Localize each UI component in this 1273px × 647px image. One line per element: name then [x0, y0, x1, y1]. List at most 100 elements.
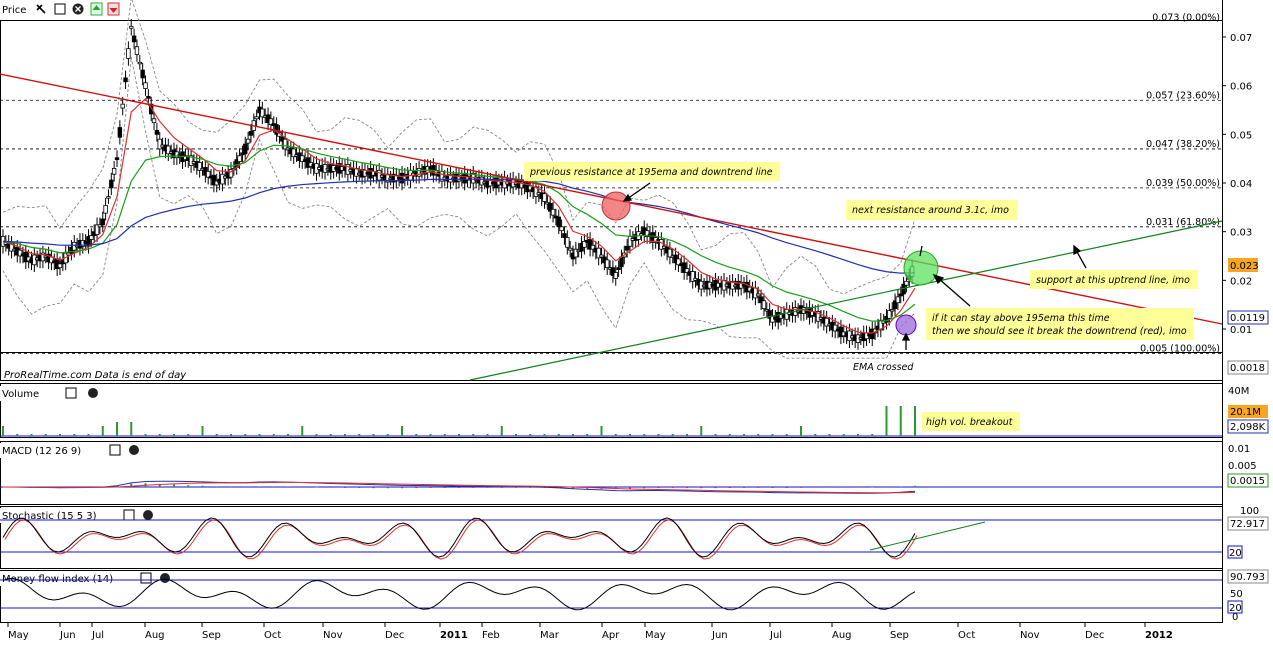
- x-tick-label: Aug: [832, 630, 852, 641]
- svg-text:if it can stay above 195ema th: if it can stay above 195ema this time: [932, 313, 1110, 324]
- ema-lines: [2, 97, 916, 334]
- candle-body: [627, 236, 633, 247]
- stoch-tick: 100: [1240, 506, 1259, 517]
- candle-body: [123, 77, 128, 83]
- volume-bar: [529, 434, 532, 436]
- volume-bar: [899, 406, 902, 436]
- x-tick-label: May: [645, 630, 666, 641]
- volume-bar: [244, 434, 247, 436]
- volume-bar: [728, 434, 731, 436]
- macd-histogram-bar: [429, 487, 432, 488]
- candle-body: [166, 145, 171, 155]
- volume-bar: [871, 434, 874, 436]
- svg-text:Price: Price: [2, 5, 26, 16]
- volume-bar: [757, 434, 760, 436]
- arrow-down-icon[interactable]: [107, 2, 120, 16]
- macd-histogram-bar: [643, 487, 646, 489]
- candle-body: [590, 244, 596, 250]
- candle-body: [86, 236, 91, 247]
- volume-bar: [472, 434, 475, 436]
- volume-bar: [173, 434, 175, 436]
- candles: [0, 18, 915, 350]
- candle-body: [550, 208, 556, 216]
- volume-bar: [914, 406, 916, 436]
- candle-body: [892, 300, 898, 309]
- candle-body: [479, 176, 484, 186]
- x-tick-label: Sep: [890, 630, 909, 641]
- svg-text:Volume: Volume: [2, 389, 39, 400]
- x-tick-label: Nov: [323, 630, 343, 641]
- y-tick-label: 0.03: [1230, 228, 1252, 239]
- candle-body: [205, 170, 211, 178]
- wrench-icon[interactable]: [36, 4, 46, 14]
- candle-body: [146, 95, 151, 99]
- candle-body: [573, 248, 579, 258]
- macd-header[interactable]: MACD (12 26 9): [0, 443, 145, 458]
- volume-bar: [187, 434, 190, 436]
- volume-bar: [358, 434, 361, 436]
- candle-body: [824, 317, 829, 327]
- candle-body: [878, 319, 883, 331]
- candle-body: [587, 239, 593, 250]
- mfi-tick-0: 0: [1232, 612, 1238, 623]
- candle-body: [243, 143, 248, 155]
- macd-histogram-bar: [515, 487, 517, 488]
- candle-body: [66, 252, 71, 256]
- candle-body: [9, 242, 14, 252]
- candle-body: [756, 293, 761, 297]
- macd-histogram-bar: [486, 487, 489, 488]
- svg-text:high vol. breakout: high vol. breakout: [926, 417, 1014, 428]
- volume-bar: [885, 406, 888, 436]
- volume-bar: [2, 426, 4, 436]
- macd-histogram-bar: [771, 487, 774, 489]
- volume-bar: [429, 434, 432, 436]
- arrows: [622, 182, 1087, 350]
- macd-histogram-bar: [358, 487, 361, 489]
- candle-body: [137, 61, 142, 65]
- y-tick-label: 0.07: [1230, 33, 1252, 44]
- volume-bar: [16, 434, 19, 436]
- volume-bar: [130, 422, 133, 436]
- candle-body: [542, 193, 547, 202]
- candle-body: [148, 103, 154, 115]
- volume-bar: [814, 434, 817, 436]
- window-icon[interactable]: [54, 3, 66, 15]
- macd-histogram-bar: [272, 486, 275, 487]
- x-tick-label: Dec: [385, 630, 404, 641]
- y-tick-label: 0.05: [1230, 130, 1252, 141]
- note-next-resistance: next resistance around 3.1c, imo: [846, 200, 1018, 220]
- volume-header[interactable]: Volume: [0, 386, 102, 401]
- mfi-header[interactable]: Money flow index (14): [0, 571, 172, 586]
- close-icon[interactable]: [72, 3, 84, 15]
- volume-bar: [215, 434, 218, 436]
- note-resistance: previous resistance at 195ema and downtr…: [524, 162, 780, 181]
- candle-body: [676, 258, 681, 266]
- candle-body: [254, 116, 259, 120]
- macd-histogram-bar: [828, 487, 831, 488]
- candle-body: [596, 247, 601, 259]
- macd-histogram-bar: [415, 487, 418, 489]
- volume-bar: [600, 426, 603, 436]
- candle-body: [887, 310, 892, 319]
- volume-bar: [771, 434, 774, 436]
- volume-bar: [201, 426, 204, 436]
- macd-histogram-bar: [914, 485, 916, 487]
- candle-body: [248, 131, 254, 136]
- candle-body: [157, 138, 162, 150]
- candle-body: [616, 267, 621, 271]
- candle-body: [870, 328, 875, 340]
- candle-body: [833, 324, 838, 332]
- candle-body: [89, 235, 94, 240]
- price-header[interactable]: Price: [0, 1, 128, 18]
- stoch-k-line: [2, 517, 916, 558]
- candle-body: [237, 155, 242, 162]
- macd-tick-1: 0.01: [1228, 444, 1250, 455]
- arrow-up-icon[interactable]: [90, 2, 103, 16]
- y-tick-label: 0.04: [1230, 179, 1252, 190]
- macd-histogram-bar: [629, 487, 631, 489]
- volume-bar: [700, 426, 703, 436]
- stochastic-header[interactable]: Stochastic (15 5 3): [0, 508, 158, 523]
- volume-bar: [842, 434, 845, 436]
- candle-body: [890, 309, 895, 312]
- x-tick-label: Sep: [202, 630, 221, 641]
